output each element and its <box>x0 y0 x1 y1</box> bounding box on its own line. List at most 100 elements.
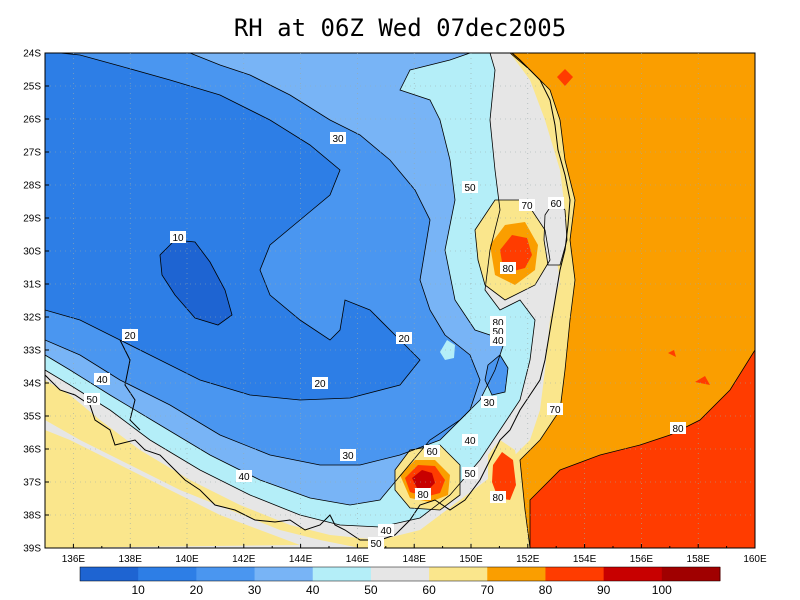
lat-tick-label: 38S <box>23 511 41 522</box>
gridlines <box>45 53 755 548</box>
colorbar-label: 80 <box>539 583 553 597</box>
colorbar-swatch <box>545 567 605 581</box>
rh-10-20-fill <box>160 240 232 325</box>
contour-label: 80 <box>492 493 504 504</box>
lat-tick-label: 31S <box>23 280 41 291</box>
contour-label: 50 <box>464 183 476 194</box>
lat-tick-label: 29S <box>23 214 41 225</box>
contour-label: 40 <box>464 436 476 447</box>
lat-tick-label: 25S <box>23 82 41 93</box>
lat-tick-label: 34S <box>23 379 41 390</box>
colorbar-swatch <box>80 567 139 581</box>
lon-tick-label: 152E <box>516 554 540 565</box>
lat-tick-label: 32S <box>23 313 41 324</box>
colorbar-swatch <box>487 567 546 581</box>
lon-tick-label: 136E <box>62 554 86 565</box>
lon-tick-label: 154E <box>573 554 597 565</box>
map-title: RH at 06Z Wed 07dec2005 <box>233 14 567 42</box>
lat-tick-label: 28S <box>23 181 41 192</box>
rh-30-40-patch <box>485 355 508 395</box>
lon-tick-label: 146E <box>346 554 370 565</box>
colorbar-frame <box>79 566 721 582</box>
colorbar-swatch <box>429 567 488 581</box>
lon-tick-labels: 136E 138E 140E 142E 144E 146E 148E 150E 152E 154E… <box>62 544 767 565</box>
contour-label: 70 <box>521 201 533 212</box>
contour-labels: 30 10 20 20 20 50 70 60 80 80 50 40 40 5… <box>84 132 686 550</box>
lat-tick-label: 24S <box>23 49 41 60</box>
rh-60-70-patch-east <box>544 200 567 265</box>
colorbar-label: 90 <box>597 583 611 597</box>
colorbar-label: 10 <box>132 583 146 597</box>
colorbar-swatch <box>138 567 197 581</box>
lat-tick-label: 36S <box>23 445 41 456</box>
contour-label: 70 <box>549 405 561 416</box>
contour-label: 20 <box>124 331 136 342</box>
rh-90-100-dot-b <box>695 376 710 385</box>
contour-label: 60 <box>550 199 562 210</box>
rh-50-60-patch <box>440 340 455 360</box>
contour-label: 30 <box>483 398 495 409</box>
contour-label: 40 <box>380 526 392 537</box>
colorbar-label: 30 <box>248 583 262 597</box>
lon-tick-label: 142E <box>232 554 256 565</box>
contour-label: 50 <box>492 327 504 338</box>
rh-100-patch-south <box>412 470 435 490</box>
colorbar-label: 50 <box>364 583 378 597</box>
contour-lines <box>45 53 755 548</box>
rh-20-30-fill <box>45 53 420 400</box>
rh-90-100-patch-coast <box>492 452 516 500</box>
lat-tick-label: 35S <box>23 412 41 423</box>
lat-tick-label: 27S <box>23 148 41 159</box>
contour-label: 80 <box>672 424 684 435</box>
contour-label: 50 <box>86 395 98 406</box>
colorbar-swatch <box>370 567 430 581</box>
rh-70-80-south-land <box>45 430 300 548</box>
lat-tick-label: 39S <box>23 544 41 555</box>
contour-label: 40 <box>492 336 504 347</box>
rh-90-100-fill-sw <box>530 350 755 548</box>
contour-label: 20 <box>398 334 410 345</box>
colorbar-label: 70 <box>481 583 495 597</box>
contour-label: 80 <box>417 490 429 501</box>
lon-tick-label: 156E <box>630 554 654 565</box>
colorbar-label: 100 <box>652 583 672 597</box>
colorbar-swatch <box>254 567 314 581</box>
lon-tick-label: 150E <box>459 554 483 565</box>
colorbar: 10 20 30 40 50 60 70 80 90 100 <box>79 566 721 597</box>
lat-tick-labels: 24S 25S 26S 27S 28S 29S 30S 31S 32S 33S 34S 35S 36S 3… <box>23 49 49 555</box>
rh-90-100-dot-c <box>668 350 676 357</box>
lat-tick-label: 26S <box>23 115 41 126</box>
contour-label: 80 <box>502 264 514 275</box>
colorbar-swatch <box>661 567 721 581</box>
contour-label: 40 <box>238 472 250 483</box>
contour-label: 60 <box>426 447 438 458</box>
contour-label: 80 <box>492 318 504 329</box>
contour-label: 30 <box>342 451 354 462</box>
contour-label: 50 <box>464 469 476 480</box>
colorbar-label: 20 <box>190 583 204 597</box>
colorbar-swatch <box>603 567 663 581</box>
contour-label: 30 <box>332 134 344 145</box>
contour-label: 20 <box>314 379 326 390</box>
lon-tick-label: 148E <box>403 554 427 565</box>
contour-label: 50 <box>370 539 382 550</box>
lon-tick-label: 160E <box>743 554 767 565</box>
colorbar-label: 40 <box>306 583 320 597</box>
lon-tick-label: 138E <box>119 554 143 565</box>
plot-frame <box>44 52 756 549</box>
lat-tick-label: 37S <box>23 478 41 489</box>
filled-contours <box>45 53 755 548</box>
contour-label: 10 <box>172 233 184 244</box>
colorbar-label: 60 <box>422 583 436 597</box>
lon-tick-label: 140E <box>175 554 199 565</box>
colorbar-swatch <box>196 567 256 581</box>
contour-label: 40 <box>96 375 108 386</box>
lat-tick-label: 30S <box>23 247 41 258</box>
lon-tick-label: 144E <box>289 554 313 565</box>
lat-tick-label: 33S <box>23 346 41 357</box>
lon-tick-label: 158E <box>687 554 711 565</box>
colorbar-swatch <box>312 567 372 581</box>
coastline-gulf <box>119 339 141 431</box>
rh-90-100-dot-a <box>557 69 573 86</box>
